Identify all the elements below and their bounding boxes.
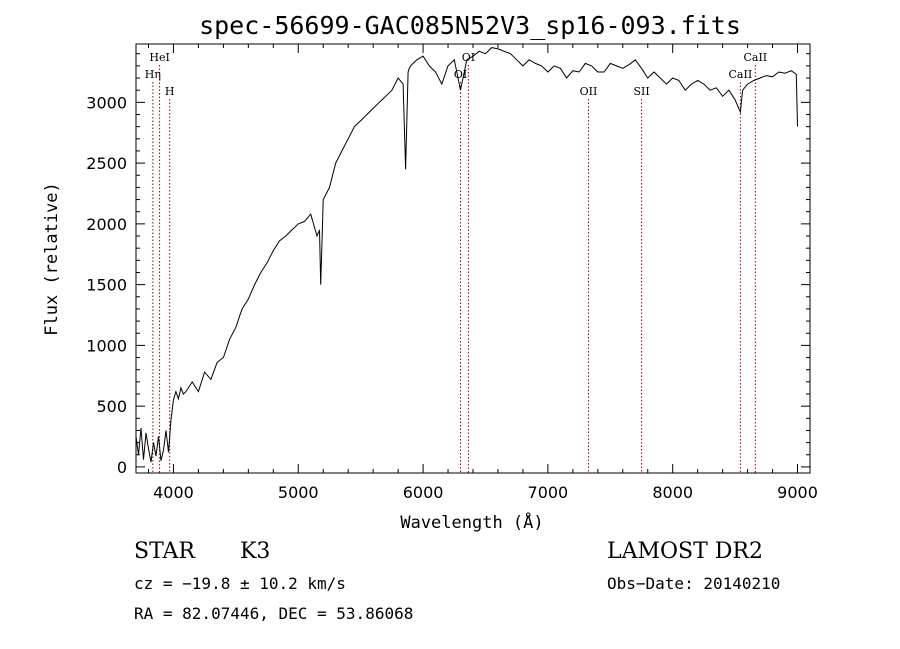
y-tick-label: 2500 xyxy=(86,154,127,173)
x-axis-ticks: 4000 5000 6000 7000 8000 9000 xyxy=(147,44,818,502)
line-marker-label: Hη xyxy=(145,68,161,81)
object-class: STAR xyxy=(134,539,196,564)
y-tick-label: 2000 xyxy=(86,215,127,234)
x-tick-label: 4000 xyxy=(153,483,194,502)
x-tick-label: 9000 xyxy=(777,483,818,502)
x-axis-label: Wavelength (Å) xyxy=(400,511,543,533)
spectrum-line xyxy=(135,47,798,463)
line-marker-label: OII xyxy=(580,85,598,98)
x-tick-label: 6000 xyxy=(403,483,444,502)
chart-title: spec-56699-GAC085N52V3_sp16-093.fits xyxy=(199,11,741,40)
y-tick-label: 500 xyxy=(96,397,127,416)
survey-label: LAMOST DR2 xyxy=(607,539,763,564)
plot-frame xyxy=(135,43,811,474)
x-tick-label: 5000 xyxy=(278,483,319,502)
y-tick-label: 1500 xyxy=(86,276,127,295)
obs-date: Obs−Date: 20140210 xyxy=(607,574,780,593)
redshift-info: cz = −19.8 ± 10.2 km/s xyxy=(134,574,346,593)
spectral-line-markers xyxy=(152,65,756,473)
line-marker-label: HeI xyxy=(149,51,169,64)
object-subclass: K3 xyxy=(240,539,270,564)
y-tick-label: 1000 xyxy=(86,336,127,355)
x-tick-label: 7000 xyxy=(528,483,569,502)
spectral-line-labels: HeI Hη H OI OI OII SII CaII CaII xyxy=(145,51,767,98)
coordinates-info: RA = 82.07446, DEC = 53.86068 xyxy=(134,604,413,623)
line-marker-label: CaII xyxy=(729,68,753,81)
line-marker-label: OI xyxy=(462,51,475,64)
y-tick-label: 3000 xyxy=(86,93,127,112)
line-marker-label: SII xyxy=(634,85,650,98)
y-axis-label: Flux (relative) xyxy=(42,182,62,336)
line-marker-label: OI xyxy=(454,68,467,81)
y-axis-ticks: 0 500 1000 1500 2000 2500 3000 xyxy=(86,53,810,477)
x-tick-label: 8000 xyxy=(652,483,693,502)
y-tick-label: 0 xyxy=(117,458,127,477)
line-marker-label: H xyxy=(165,85,175,98)
line-marker-label: CaII xyxy=(743,51,767,64)
